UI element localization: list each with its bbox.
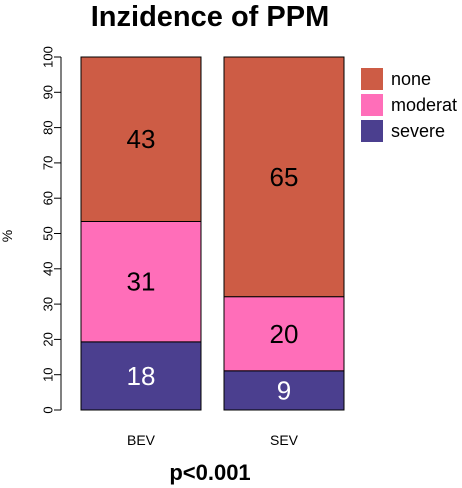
y-tick-label: 20 — [41, 332, 56, 346]
chart-subtitle: p<0.001 — [169, 460, 250, 485]
category-labels: BEV SEV — [127, 432, 299, 448]
y-tick-label: 70 — [41, 156, 56, 170]
y-tick-label: 30 — [41, 297, 56, 311]
y-tick-label: 80 — [41, 120, 56, 134]
bar-segment-moderat-sev — [223, 296, 345, 372]
y-tick-label: 50 — [41, 226, 56, 240]
y-tick-label: 100 — [41, 46, 56, 68]
y-axis: 0 10 20 30 40 50 60 70 80 90 100 — [41, 46, 62, 414]
y-axis-label: % — [0, 230, 15, 242]
legend-swatch-severe — [361, 120, 383, 142]
x-category-label: BEV — [127, 432, 156, 448]
legend-label-severe: severe — [391, 121, 445, 141]
y-tick-label: 40 — [41, 262, 56, 276]
bar-segment-none-bev — [80, 56, 202, 222]
legend-label-none: none — [391, 69, 431, 89]
x-category-label: SEV — [270, 432, 299, 448]
bars: 18 31 43 9 20 65 — [80, 56, 345, 411]
legend: none moderat severe — [361, 68, 457, 142]
legend-swatch-moderat — [361, 94, 383, 116]
data-label-moderat-bev: 31 — [127, 267, 156, 297]
y-tick-label: 90 — [41, 85, 56, 99]
chart-title: Inzidence of PPM — [91, 1, 329, 33]
y-tick-label: 10 — [41, 367, 56, 381]
data-label-moderat-sev: 20 — [270, 319, 299, 349]
data-label-none-sev: 65 — [270, 162, 299, 192]
bar-segment-none-sev — [223, 56, 345, 298]
bar-segment-moderat-bev — [80, 220, 202, 343]
bar-segment-severe-bev — [80, 341, 202, 411]
y-tick-label: 0 — [41, 406, 56, 413]
data-label-severe-bev: 18 — [127, 361, 156, 391]
data-label-none-bev: 43 — [127, 124, 156, 154]
data-label-severe-sev: 9 — [277, 375, 291, 405]
y-tick-label: 60 — [41, 191, 56, 205]
legend-label-moderat: moderat — [391, 95, 457, 115]
legend-swatch-none — [361, 68, 383, 90]
